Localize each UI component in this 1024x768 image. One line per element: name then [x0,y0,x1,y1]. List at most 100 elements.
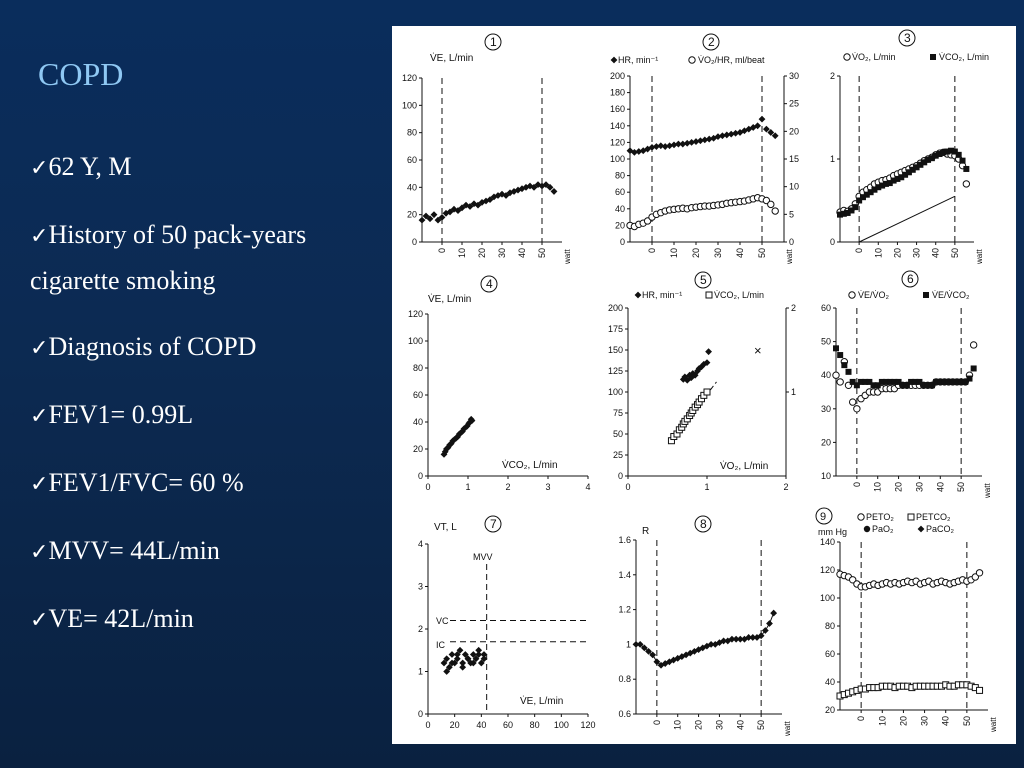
data-point [763,125,770,133]
y-tick-label: 80 [407,128,417,138]
x-tick-label: 1 [465,482,470,492]
x-tick-label: 40 [931,248,941,258]
data-point [469,659,477,667]
data-point [890,177,897,184]
panel-xlabel: V̇O₂, L/min [720,459,768,472]
data-point [653,658,661,666]
panel-number-circle [694,271,712,289]
x-tick-label: 20 [450,720,460,730]
data-point [723,131,731,139]
data-point [761,627,769,634]
y2-tick-label: 10 [789,182,799,192]
bullet-item: ✓FEV1= 0.99L [30,393,390,439]
data-point [692,138,700,145]
y2-tick-label: 0 [789,237,794,247]
x-tick-label: 40 [476,720,486,730]
x-tick-label: 4 [585,482,590,492]
x-tick-label: 0 [425,482,430,492]
y-tick-label: 1.6 [618,535,631,545]
x-tick-label: 60 [503,720,513,730]
y-tick-label: 60 [821,303,831,313]
data-point [697,137,704,145]
data-point [887,378,894,385]
data-point [459,659,467,667]
x-tick-label: 20 [892,248,902,258]
legend-label: HR, min⁻¹ [642,290,682,300]
data-point [902,171,909,178]
panel-xlabel: V̇E, L/min [520,694,563,707]
panel-number-circle [898,29,916,47]
data-point [903,382,910,389]
data-point [631,148,638,156]
y2-tick-label: 2 [791,303,796,313]
x-tick-label: 30 [713,248,723,258]
data-point [936,151,943,158]
data-point [930,54,936,60]
data-point [858,378,865,385]
data-point [857,513,865,521]
nine-panel-chart: 1 V̇E, L/min 2 HR, min⁻¹ V̇O₂/HR, ml/bea… [402,29,998,737]
y-tick-label: 100 [408,336,423,346]
y-tick-label: 0 [418,709,423,719]
data-point [928,155,935,162]
data-point [879,182,886,189]
data-point [736,129,744,136]
x-tick-label: 20 [898,716,908,726]
data-point [909,166,916,173]
data-point [648,143,656,151]
x-tick-label: 0 [856,716,866,721]
data-point [949,378,956,385]
y-tick-label: 80 [825,621,835,631]
y-tick-label: 120 [402,73,417,83]
data-point [962,378,969,385]
y-tick-label: 1 [418,667,423,677]
panel-number: 1 [490,35,497,49]
data-point [443,655,451,663]
data-point [849,378,856,385]
panel-number-circle [484,33,502,51]
data-point [640,644,648,652]
data-point [941,378,948,385]
x-tick-label: 0 [652,720,662,725]
data-point [534,181,542,188]
data-point [767,200,775,209]
data-point [767,129,775,136]
data-point [719,132,726,140]
y-tick-label: 60 [825,649,835,659]
y-tick-label: 60 [413,390,423,400]
data-point [538,182,546,190]
data-point [933,378,940,385]
y-tick-label: 20 [407,210,417,220]
x-tick-label: 0 [437,248,447,253]
x-tick-label: 30 [914,482,924,492]
y-tick-label: 20 [615,220,625,230]
data-point [882,180,889,187]
data-point [443,668,451,675]
panel-ylabel: R [642,526,649,537]
data-point [728,635,736,643]
panel-number: 8 [700,517,707,531]
x-tick-label: 0 [625,482,630,492]
data-point [844,209,851,216]
data-point [845,368,852,375]
panel-ylabel: mm Hg [818,527,847,537]
data-point [518,185,526,193]
y-tick-label: 175 [608,324,623,334]
x-unit-label: watt [989,717,998,733]
panel-number-circle [702,33,720,51]
data-point [707,641,715,648]
x-tick-label: 10 [873,482,883,492]
x-tick-label: 2 [783,482,788,492]
y-tick-label: 180 [610,88,625,98]
y2-tick-label: 20 [789,126,799,136]
y-tick-label: 120 [610,137,625,147]
x-tick-label: 30 [912,248,922,258]
x-unit-label: watt [785,249,794,265]
data-point [848,398,857,406]
x-tick-label: 30 [714,720,724,730]
x-tick-label: 120 [580,720,595,730]
legend-label: V̇CO₂, L/min [714,290,764,300]
y-tick-label: 80 [615,171,625,181]
data-point [871,186,878,193]
data-point [526,182,534,190]
